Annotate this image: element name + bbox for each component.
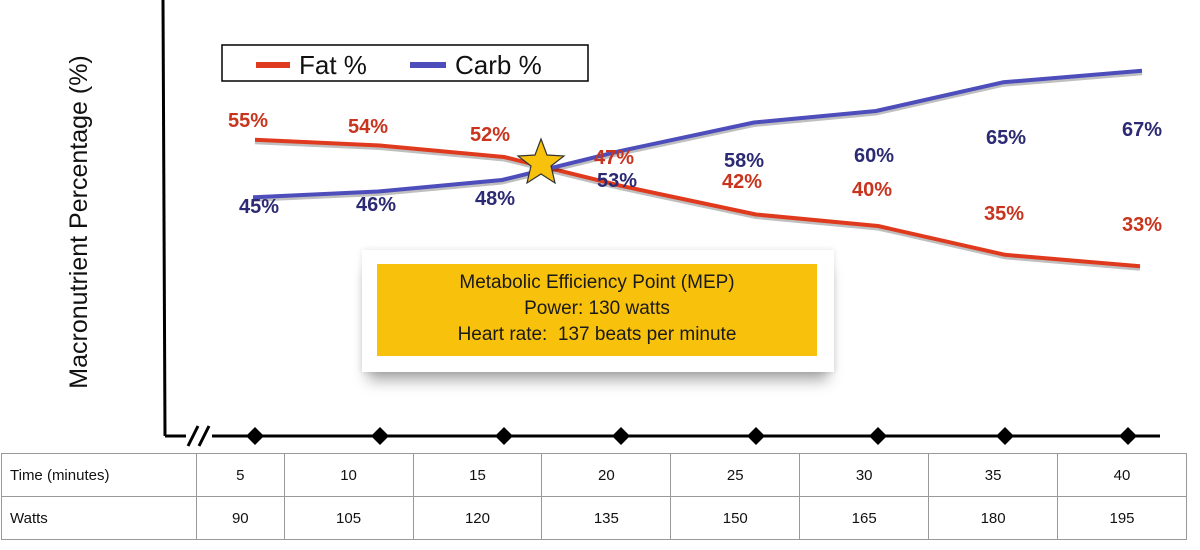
star-icon [516, 137, 566, 185]
axis-break [186, 425, 211, 447]
table-header-time: Time (minutes) [1, 453, 197, 497]
carb-series-line [252, 68, 1143, 200]
carb-data-label: 46% [356, 194, 396, 216]
series-lines [252, 68, 1143, 271]
point-labels: 55% 54% 52% 47% 42% 40% 35% 33% 45% 46% 48% 53% 58% 6… [228, 110, 1162, 236]
carb-data-label: 45% [239, 196, 279, 218]
table-cell: 35 [928, 453, 1059, 497]
x-tick-markers [246, 427, 1137, 445]
mep-title: Metabolic Efficiency Point (MEP) [459, 272, 735, 293]
x-tick-marker [996, 427, 1014, 445]
table-cell: 25 [670, 453, 801, 497]
table-cell: 135 [541, 496, 672, 540]
x-tick-marker [371, 427, 389, 445]
mep-heart-rate: Heart rate: 137 beats per minute [457, 324, 737, 345]
legend: Fat % Carb % [221, 44, 589, 82]
y-axis [161, 0, 167, 437]
table-row-time: Time (minutes) 5 10 15 20 25 30 35 40 [1, 453, 1187, 497]
carb-data-label: 58% [724, 150, 764, 172]
table-cell: 90 [196, 496, 285, 540]
carb-data-label: 67% [1122, 119, 1162, 141]
carb-data-label: 65% [986, 127, 1026, 149]
carb-data-label: 53% [597, 170, 637, 192]
y-axis-label: Macronutrient Percentage (%) [65, 55, 93, 388]
fat-data-label: 40% [852, 179, 892, 201]
fat-data-label: 42% [722, 171, 762, 193]
fat-data-label: 54% [348, 116, 388, 138]
table-cell: 195 [1057, 496, 1187, 540]
table-cell: 180 [928, 496, 1059, 540]
table-cell: 120 [412, 496, 543, 540]
x-tick-marker [495, 427, 513, 445]
fat-data-label: 33% [1122, 214, 1162, 236]
table-cell: 165 [799, 496, 930, 540]
table-cell: 5 [196, 453, 285, 497]
mep-power: Power: 130 watts [524, 298, 670, 319]
table-cell: 150 [670, 496, 801, 540]
carb-data-label: 48% [475, 188, 515, 210]
fat-data-label: 55% [228, 110, 268, 132]
table-header-watts: Watts [1, 496, 197, 540]
table-cell: 10 [283, 453, 414, 497]
fat-data-label: 35% [984, 203, 1024, 225]
data-table: Time (minutes) 5 10 15 20 25 30 35 40 Wa… [1, 453, 1187, 540]
fat-data-label: 47% [594, 147, 634, 169]
legend-carb-label: Carb % [455, 50, 542, 80]
table-cell: 40 [1057, 453, 1187, 497]
x-tick-marker [747, 427, 765, 445]
table-cell: 30 [799, 453, 930, 497]
fat-series-line [254, 137, 1141, 269]
fat-data-label: 52% [470, 124, 510, 146]
x-tick-marker [246, 427, 264, 445]
mep-callout: Metabolic Efficiency Point (MEP) Power: … [362, 250, 834, 372]
table-cell: 105 [283, 496, 414, 540]
carb-data-label: 60% [854, 145, 894, 167]
x-tick-marker [869, 427, 887, 445]
table-cell: 20 [541, 453, 672, 497]
table-row-watts: Watts 90 105 120 135 150 165 180 195 [1, 496, 1187, 540]
x-tick-marker [612, 427, 630, 445]
legend-fat-label: Fat % [299, 50, 367, 80]
mep-callout-box: Metabolic Efficiency Point (MEP) Power: … [377, 264, 817, 356]
table-cell: 15 [412, 453, 543, 497]
x-tick-marker [1119, 427, 1137, 445]
